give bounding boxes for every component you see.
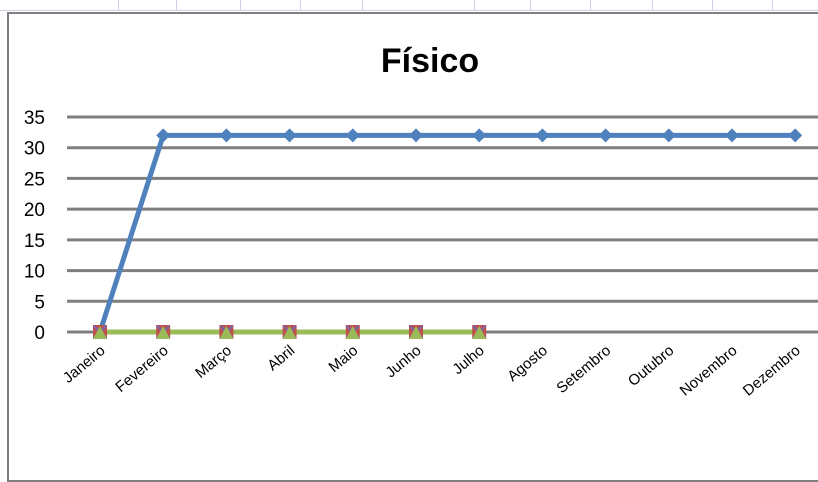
data-point-diamond xyxy=(472,128,487,143)
sheet-column-divider xyxy=(530,0,531,10)
data-point-triangle xyxy=(472,326,487,339)
chart-frame[interactable] xyxy=(7,12,818,482)
sheet-column-divider xyxy=(300,0,301,10)
sheet-column-divider xyxy=(590,0,591,10)
data-point-diamond xyxy=(219,128,234,143)
x-axis-ticks: Janeiro Fevereiro Março Abril Maio Junho Julho… xyxy=(60,342,804,400)
line-chart[interactable]: Físico 0 5 10 15 20 25 30 35 Janeiro Fevereiro Ma… xyxy=(0,0,818,465)
data-point-diamond xyxy=(535,128,550,143)
data-point-diamond xyxy=(345,128,360,143)
sheet-column-divider xyxy=(772,0,773,10)
x-tick-label: Maio xyxy=(326,342,362,376)
x-tick-label: Agosto xyxy=(504,342,551,385)
data-point-triangle xyxy=(409,326,423,339)
data-point-diamond xyxy=(156,128,171,143)
data-point-triangle xyxy=(282,326,297,339)
y-tick-label: 5 xyxy=(34,292,45,313)
x-tick-label: Outubro xyxy=(625,342,677,390)
data-point-diamond xyxy=(598,128,613,143)
x-tick-label: Março xyxy=(192,342,235,382)
data-point-diamond xyxy=(788,128,803,143)
y-tick-label: 10 xyxy=(24,262,45,283)
y-tick-label: 30 xyxy=(24,139,45,160)
x-tick-label: Novembro xyxy=(677,342,741,400)
x-tick-label: Janeiro xyxy=(60,342,109,387)
y-tick-label: 20 xyxy=(24,200,45,221)
spreadsheet-row-strip xyxy=(0,0,818,11)
y-tick-label: 0 xyxy=(34,323,45,344)
data-point-diamond xyxy=(725,128,739,143)
sheet-column-divider xyxy=(240,0,241,10)
series-line xyxy=(97,132,796,333)
data-point-triangle xyxy=(93,326,107,339)
y-axis-ticks: 0 5 10 15 20 25 30 35 xyxy=(24,108,45,344)
sheet-column-divider xyxy=(118,0,119,10)
y-tick-label: 15 xyxy=(24,231,45,252)
gridlines xyxy=(67,115,818,334)
x-tick-label: Julho xyxy=(449,342,487,378)
x-tick-label: Setembro xyxy=(553,342,614,397)
data-point-diamond xyxy=(282,128,297,143)
x-tick-label: Fevereiro xyxy=(112,342,171,396)
data-point-diamond xyxy=(409,128,423,143)
data-point-triangle xyxy=(156,326,171,339)
chart-title: Físico xyxy=(381,42,479,80)
data-point-triangle xyxy=(219,326,234,339)
sheet-column-divider xyxy=(712,0,713,10)
sheet-column-divider xyxy=(362,0,363,10)
series-markers xyxy=(93,128,803,339)
data-point-diamond xyxy=(661,128,676,143)
x-tick-label: Abril xyxy=(264,342,298,374)
y-tick-label: 25 xyxy=(24,169,45,190)
sheet-column-divider xyxy=(474,0,475,10)
x-tick-label: Junho xyxy=(382,342,424,381)
sheet-column-divider xyxy=(652,0,653,10)
data-point-triangle xyxy=(345,326,360,339)
sheet-column-divider xyxy=(176,0,177,10)
y-tick-label: 35 xyxy=(24,108,45,129)
x-tick-label: Dezembro xyxy=(740,342,804,400)
